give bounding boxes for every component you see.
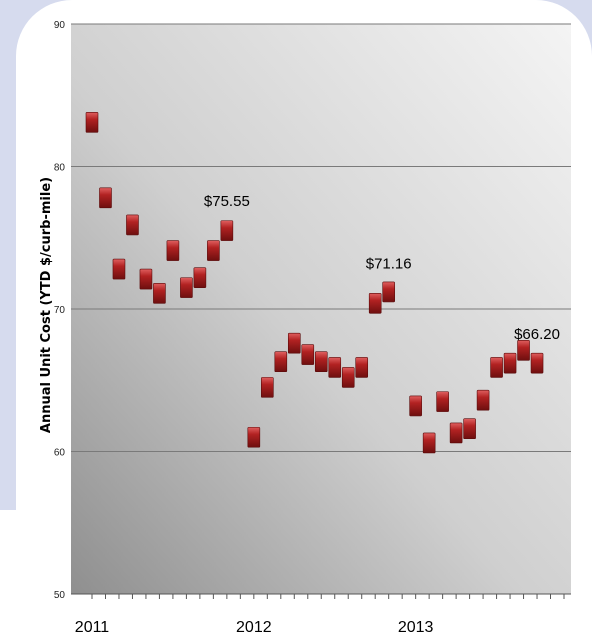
- data-marker: [207, 240, 220, 261]
- data-marker: [341, 367, 355, 388]
- data-marker: [463, 418, 476, 440]
- x-axis: 2011 2012 2013: [71, 593, 571, 636]
- y-tick-label: 60: [54, 448, 66, 459]
- y-tick-label: 50: [54, 590, 66, 601]
- data-marker: [490, 357, 503, 378]
- data-marker: [85, 112, 99, 133]
- y-tick-label: 90: [54, 20, 66, 31]
- data-marker: [126, 214, 139, 236]
- data-marker: [422, 432, 436, 454]
- data-marker: [153, 283, 166, 304]
- x-tick-label: 2013: [398, 619, 434, 636]
- data-marker: [355, 357, 369, 378]
- data-marker: [99, 187, 112, 209]
- data-marker: [476, 389, 490, 411]
- data-marker: [166, 240, 180, 261]
- data-marker: [449, 422, 463, 444]
- data-marker: [409, 395, 422, 417]
- annotations: $75.55 $71.16 $66.20: [204, 193, 560, 343]
- value-annotation: $66.20: [514, 326, 560, 343]
- data-marker: [287, 332, 301, 354]
- data-markers: [85, 112, 544, 454]
- x-tick-label: 2012: [236, 619, 272, 636]
- data-marker: [180, 277, 193, 298]
- value-annotation: $75.55: [204, 193, 250, 210]
- data-marker: [193, 267, 207, 288]
- data-marker: [274, 351, 288, 373]
- data-marker: [112, 258, 126, 280]
- x-tick-label: 2011: [75, 619, 110, 636]
- data-marker: [328, 357, 342, 378]
- data-marker: [368, 292, 382, 314]
- y-tick-label: 70: [54, 305, 66, 316]
- y-tick-label: 80: [54, 163, 66, 174]
- data-marker: [220, 220, 234, 241]
- data-marker: [530, 352, 544, 374]
- y-axis-label: Annual Unit Cost (YTD $/curb-mile): [39, 177, 54, 433]
- data-marker: [301, 344, 315, 365]
- data-marker: [314, 351, 328, 373]
- data-marker: [382, 281, 395, 303]
- data-marker: [139, 268, 153, 290]
- data-marker: [261, 377, 274, 398]
- data-marker: [247, 426, 261, 448]
- value-annotation: $71.16: [366, 255, 412, 272]
- data-marker: [436, 391, 449, 412]
- data-marker: [517, 340, 530, 361]
- y-tick-labels: 50 60 70 80 90: [54, 20, 66, 601]
- data-marker: [503, 352, 517, 374]
